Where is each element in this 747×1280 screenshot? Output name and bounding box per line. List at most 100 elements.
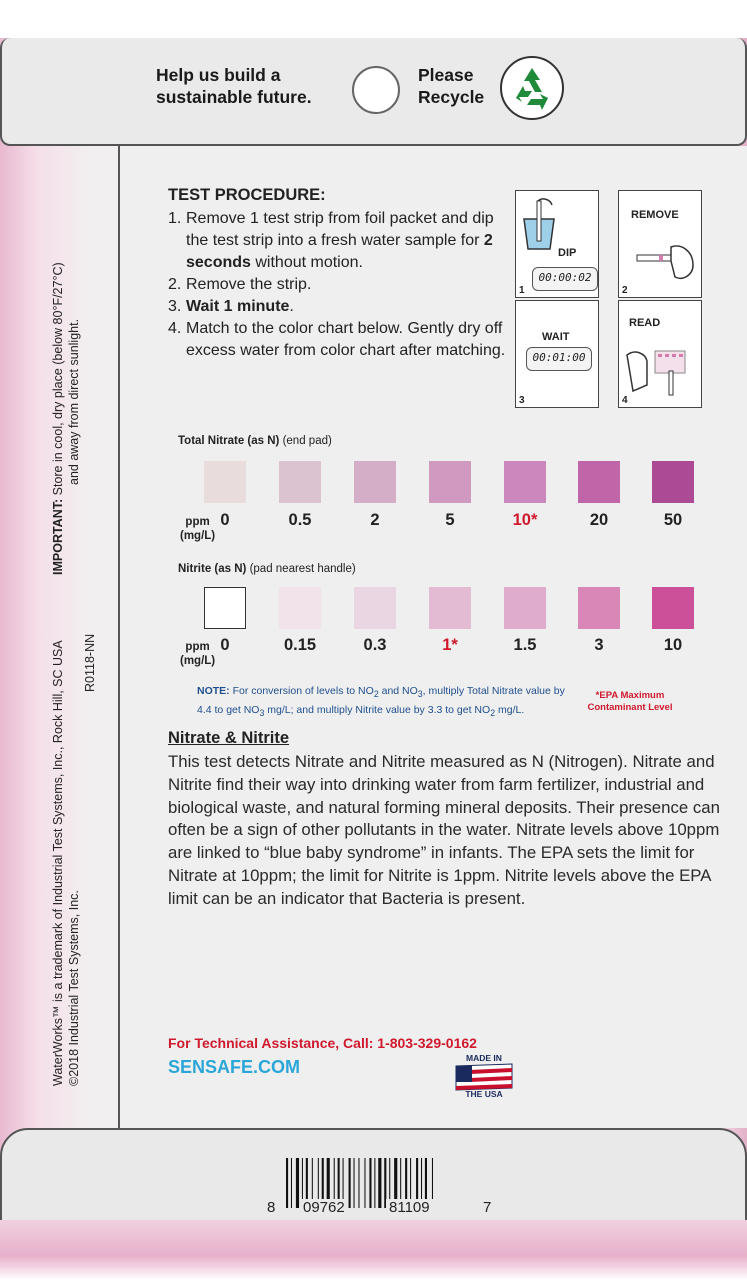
nitrite-swatch [652, 587, 694, 629]
wait-timer: 00:01:00 [526, 347, 592, 371]
step-1-bold: 2 seconds [186, 232, 493, 271]
storage-warning: IMPORTANT: Store in cool, dry place (bel… [50, 262, 66, 575]
slogan-line-1: Help us build a [156, 65, 281, 85]
dip-cup-icon [523, 198, 555, 250]
dip-label: DIP [558, 247, 577, 259]
product-code: R0118-NN [83, 633, 97, 692]
nitrite-value-label: 3 [594, 636, 604, 654]
nitrate-label-rest: (end pad) [279, 435, 332, 447]
nitrate-swatch [429, 461, 471, 503]
trademark-line-2: ©2018 Industrial Test Systems, Inc. [67, 890, 81, 1086]
nitrite-label-bold: Nitrite (as N) [178, 563, 247, 575]
nitrite-value-label: 10 [663, 636, 683, 654]
nitrate-unit: ppm (mg/L) [180, 515, 215, 543]
barcode-bar [405, 1158, 408, 1208]
made-in-line-1: MADE IN [466, 1053, 502, 1063]
nitrite-value-label: 1.5 [513, 636, 537, 654]
barcode-bar [317, 1158, 319, 1208]
wait-label: WAIT [542, 331, 570, 343]
read-label: READ [629, 317, 661, 329]
barcode [286, 1158, 433, 1208]
barcode-bar [305, 1158, 308, 1208]
step-4: 4. Match to the color chart below. Gently… [168, 318, 508, 362]
nitrate-swatch [504, 461, 546, 503]
barcode-bar [424, 1158, 427, 1208]
note-sub-4: 2 [490, 708, 496, 719]
nitrate-swatch [578, 461, 620, 503]
bottom-banner [0, 1128, 747, 1238]
step-box-num-3: 3 [519, 395, 525, 406]
nitrate-unit-ppm: ppm [185, 516, 210, 528]
barcode-digits-2: 81109 [386, 1199, 433, 1216]
note-text-c: , multiply Total Nitrate value by 4.4 to… [197, 685, 565, 717]
step-1-text-a: Remove 1 test strip from foil packet and… [186, 210, 494, 249]
barcode-digits-1: 09762 [300, 1199, 348, 1216]
barcode-bar [333, 1158, 335, 1208]
step-1-text: Remove 1 test strip from foil packet and… [186, 208, 508, 274]
barcode-bar [348, 1158, 351, 1208]
nitrite-unit-ppm: ppm [185, 641, 210, 653]
barcode-bar [364, 1158, 366, 1208]
note-sub-2: 3 [417, 689, 423, 700]
remove-hand-icon [636, 245, 694, 279]
nitrite-unit: ppm (mg/L) [180, 640, 215, 668]
nitrate-value-label: 50 [663, 511, 683, 529]
note-sub-3: 3 [259, 708, 265, 719]
barcode-bar [416, 1158, 419, 1208]
nitrate-value-label: 20 [589, 511, 609, 529]
step-box-read: READ 4 [618, 300, 702, 408]
nitrate-unit-mgl: (mg/L) [180, 530, 216, 542]
barcode-digit-right: 7 [480, 1199, 495, 1216]
step-4-text: Match to the color chart below. Gently d… [186, 320, 506, 359]
epa-line-2: Contaminant Level [587, 702, 673, 713]
nitrate-value-label: 2 [370, 511, 380, 529]
important-label: IMPORTANT: [51, 498, 65, 575]
step-3-text: Wait 1 minute. [186, 296, 294, 318]
barcode-bar [311, 1158, 313, 1208]
barcode-bar [326, 1158, 330, 1208]
made-in-line-2: THE USA [465, 1089, 502, 1098]
nitrite-value-label: 0 [220, 636, 230, 654]
step-1: 1. Remove 1 test strip from foil packet a… [168, 208, 508, 274]
step-3-period: . [289, 298, 294, 315]
barcode-bar [394, 1158, 398, 1208]
made-in-usa-icon: MADE IN THE USA [455, 1053, 513, 1098]
barcode-bar [321, 1158, 324, 1208]
nitrite-label-rest: (pad nearest handle) [246, 563, 356, 575]
nitrate-swatch [204, 461, 246, 503]
note-text-a: For conversion of levels to NO [229, 685, 374, 697]
barcode-bar [286, 1158, 289, 1208]
barcode-bar [342, 1158, 344, 1208]
nitrite-swatch [354, 587, 396, 629]
step-2: 2. Remove the strip. [168, 274, 508, 296]
recycle-line-2: Recycle [418, 87, 485, 107]
barcode-bar [301, 1158, 303, 1208]
nitrate-value-label: 0 [220, 511, 230, 529]
step-box-num-2: 2 [622, 285, 628, 296]
step-4-num: 4. [168, 320, 182, 337]
conversion-note: NOTE: For conversion of levels to NO2 an… [197, 683, 577, 721]
note-text-b: and NO [378, 685, 418, 697]
barcode-bar [358, 1158, 360, 1208]
nitrite-swatch [204, 587, 246, 629]
trademark-line-1: WaterWorks™ is a trademark of Industrial… [51, 640, 65, 1086]
step-3-bold: Wait 1 minute [186, 298, 290, 315]
nitrite-label: Nitrite (as N) (pad nearest handle) [178, 563, 356, 575]
recycle-text: Please Recycle [418, 64, 484, 108]
nitrate-value-label: 10* [512, 511, 538, 529]
barcode-bar [290, 1158, 292, 1208]
barcode-bar [374, 1158, 376, 1208]
pink-wave-decoration [0, 1220, 747, 1280]
note-text-e: mg/L. [495, 704, 525, 717]
nitrate-swatch [652, 461, 694, 503]
website-link[interactable]: SENSAFE.COM [168, 1057, 301, 1077]
barcode-bar [378, 1158, 382, 1208]
nitrate-label-bold: Total Nitrate (as N) [178, 435, 280, 447]
note-sub-1: 2 [373, 689, 379, 700]
nitrite-value-label: 0.15 [283, 636, 317, 654]
barcode-bar [337, 1158, 340, 1208]
step-box-dip: DIP 00:00:02 1 [515, 190, 599, 298]
recycle-line-1: Please [418, 65, 474, 85]
barcode-bar [369, 1158, 372, 1208]
step-1-text-b: without motion. [250, 254, 363, 271]
